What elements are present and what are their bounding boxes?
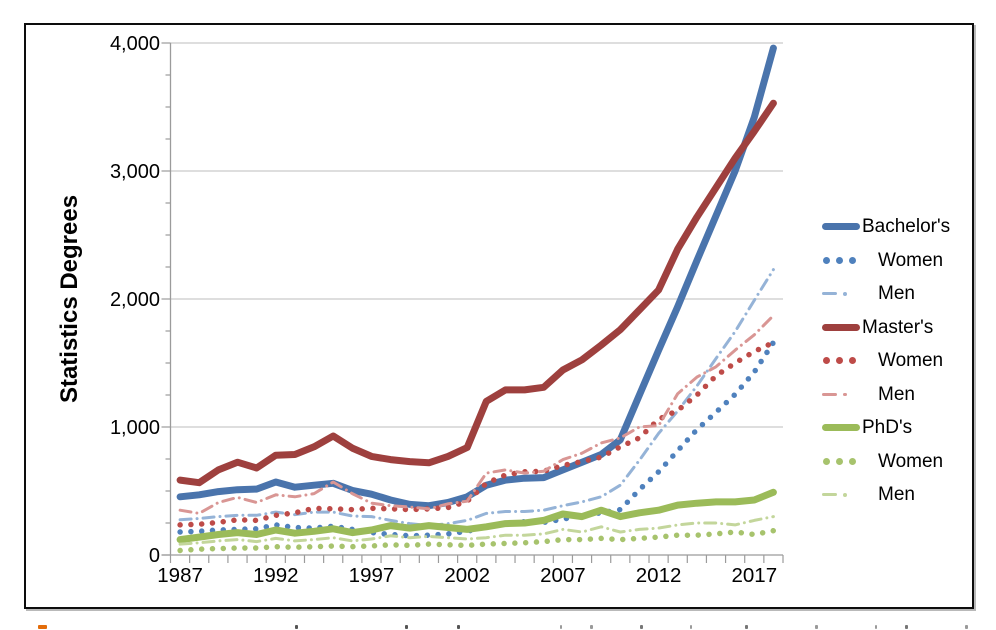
legend-label: Men (878, 283, 915, 305)
legend-label: Women (878, 450, 944, 472)
legend-item-masters-men: Men (822, 378, 988, 412)
y-tick-label: 3,000 (110, 161, 160, 183)
caption-fragment (965, 625, 968, 629)
series-line-phds-total (176, 488, 777, 544)
dashdot-line-swatch (822, 292, 862, 296)
caption-fragment (457, 625, 460, 629)
y-tick-label: 0 (149, 545, 160, 567)
y-tick-label: 2,000 (110, 289, 160, 311)
caption-fragment (815, 625, 818, 629)
axes (161, 42, 784, 563)
legend-label: Bachelor's (862, 216, 951, 238)
caption-fragment (875, 625, 877, 629)
caption-fragment (405, 625, 408, 629)
series-line-bachelors-total (176, 44, 777, 510)
dashdot-line-swatch (822, 392, 862, 396)
series-line-masters-total (176, 99, 777, 487)
thick-line-swatch (822, 424, 862, 432)
series-line-bachelors-men (178, 268, 775, 528)
series-line-phds-men (178, 515, 775, 546)
gridlines (170, 42, 783, 428)
legend-item-bachelors-men: Men (822, 277, 988, 311)
series-lines (176, 44, 777, 554)
legend-label: Men (878, 383, 915, 405)
legend-item-bachelors-women: Women (822, 244, 988, 278)
series-line-phds-women (177, 527, 777, 554)
caption-fragment (640, 625, 643, 629)
x-tick-label: 2007 (540, 564, 586, 587)
x-tick-label: 2012 (636, 564, 682, 587)
legend-item-phds-women: Women (822, 445, 988, 479)
caption-fragment (905, 625, 908, 629)
caption-fragment (295, 625, 298, 629)
x-tick-label: 2017 (731, 564, 777, 587)
x-tick-label: 2002 (444, 564, 490, 587)
caption-fragment (560, 625, 562, 629)
legend-item-phds-total: PhD's (822, 411, 988, 445)
cropped-caption-fragments (0, 623, 996, 630)
legend-label: Women (878, 350, 944, 372)
chart-legend: Bachelor's Women Men Master's Women Men PhD's W… (822, 210, 988, 512)
dotted-line-swatch (822, 357, 862, 365)
series-line-bachelors-women (177, 339, 777, 539)
legend-label: Men (878, 484, 915, 506)
legend-item-bachelors-total: Bachelor's (822, 210, 988, 244)
legend-label: Women (878, 249, 944, 271)
legend-label: PhD's (862, 417, 913, 439)
caption-fragment (38, 625, 47, 629)
y-axis-title: Statistics Degrees (56, 195, 83, 403)
y-tick-label: 4,000 (110, 33, 160, 55)
x-tick-label: 1992 (253, 564, 299, 587)
dotted-line-swatch (822, 457, 862, 465)
legend-item-masters-total: Master's (822, 311, 988, 345)
series-line-masters-women (177, 339, 777, 528)
x-tick-label: 1987 (157, 564, 203, 587)
dashdot-line-swatch (822, 493, 862, 497)
legend-item-phds-men: Men (822, 478, 988, 512)
thick-line-swatch (822, 223, 862, 231)
y-tick-label: 1,000 (110, 417, 160, 439)
series-line-masters-men (178, 314, 775, 515)
caption-fragment (590, 625, 593, 629)
legend-label: Master's (862, 316, 934, 338)
dotted-line-swatch (822, 256, 862, 264)
x-tick-label: 1997 (349, 564, 395, 587)
axis-labels: 0 1,000 2,000 3,000 4,000 1987 1992 1997 2002 200… (110, 33, 777, 587)
thick-line-swatch (822, 323, 862, 331)
caption-fragment (690, 625, 692, 629)
caption-fragment (745, 625, 748, 629)
legend-item-masters-women: Women (822, 344, 988, 378)
